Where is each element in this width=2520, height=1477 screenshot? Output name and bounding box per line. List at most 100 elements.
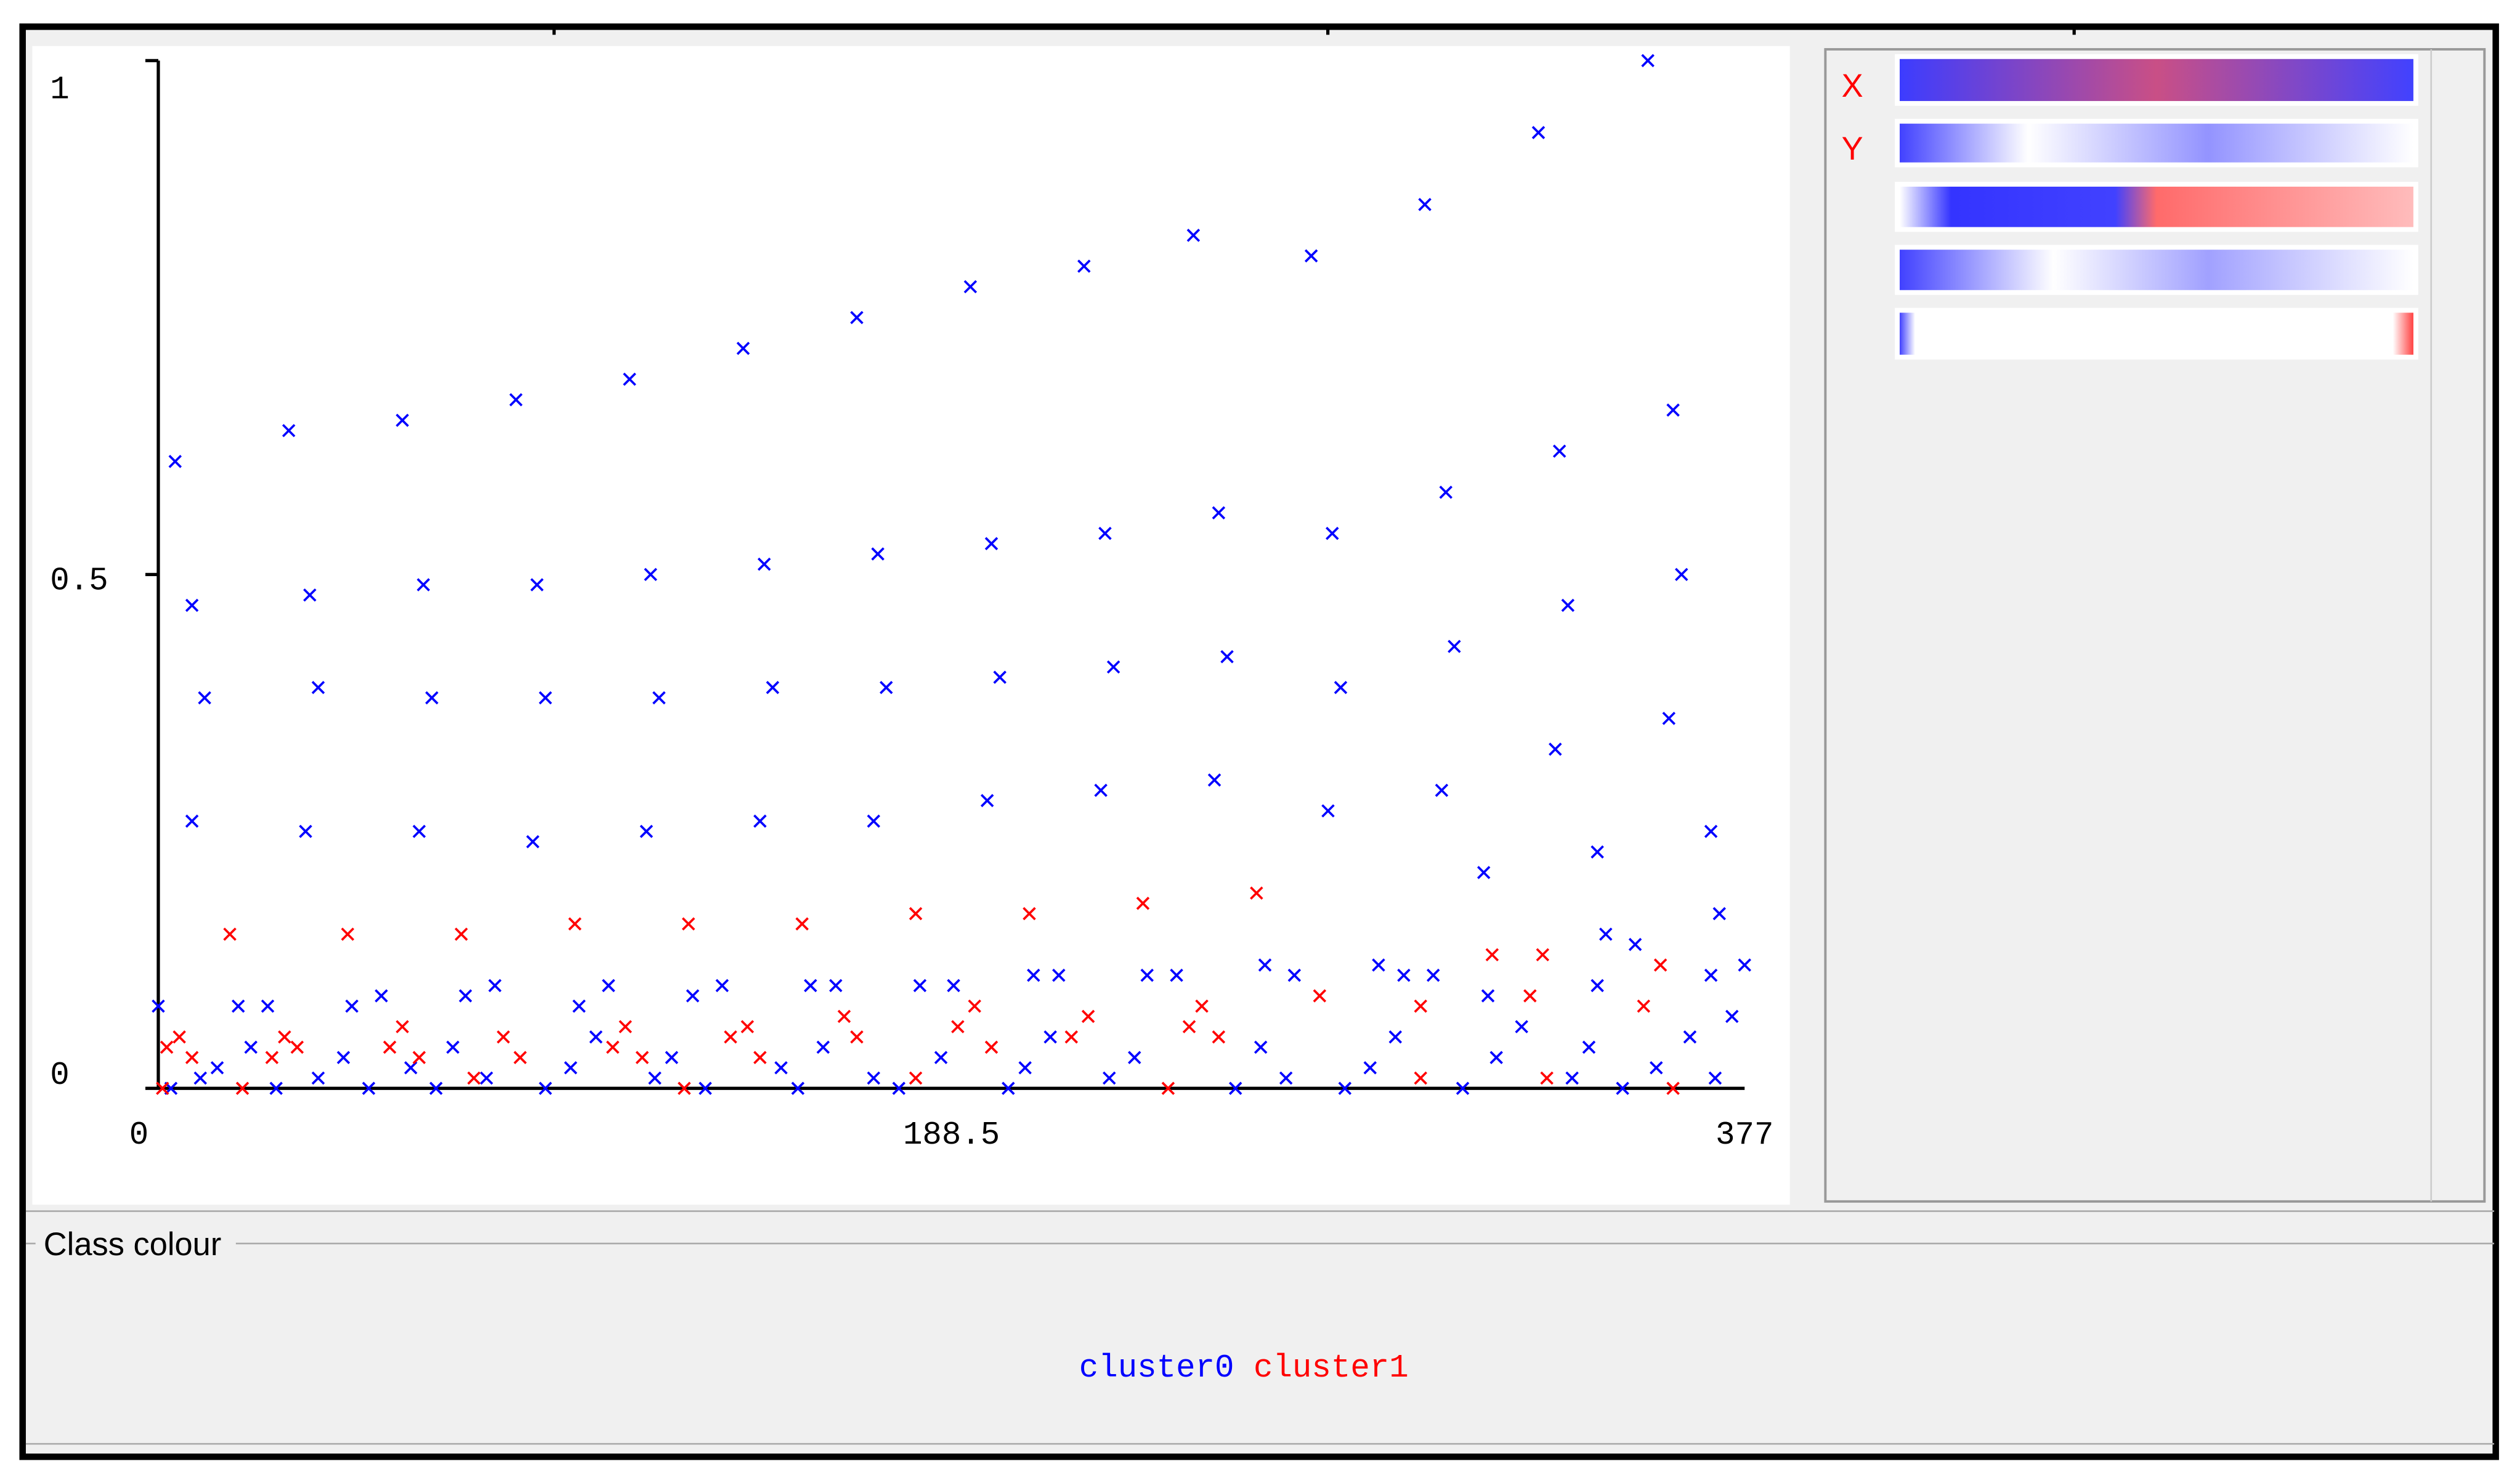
point: [951, 1020, 965, 1033]
point: [1477, 866, 1491, 879]
point: [412, 824, 426, 839]
point: [261, 999, 275, 1013]
point: [290, 1040, 304, 1054]
point: [606, 1040, 620, 1054]
legend-title: Class colour: [44, 1227, 222, 1263]
point: [1683, 1030, 1697, 1044]
point: [1738, 958, 1751, 972]
point: [1182, 1020, 1196, 1033]
point: [1212, 1030, 1226, 1044]
point: [1641, 54, 1655, 68]
y-tick-label: 0.5: [50, 563, 108, 600]
point: [984, 1040, 999, 1054]
point: [412, 1051, 426, 1064]
point: [1098, 526, 1112, 540]
point: [172, 1030, 186, 1044]
point: [1708, 1071, 1722, 1085]
point: [963, 280, 978, 294]
point: [362, 1081, 376, 1095]
point: [404, 1061, 418, 1075]
point: [336, 1051, 350, 1064]
point: [1136, 897, 1150, 910]
point: [1725, 1009, 1739, 1023]
point: [1372, 958, 1385, 972]
attribute-strip-fill: [1899, 186, 2413, 227]
point: [1388, 1030, 1403, 1044]
point: [1590, 845, 1604, 859]
point: [644, 568, 657, 582]
point: [934, 1051, 948, 1064]
plot-panel: [32, 46, 1790, 1205]
point: [757, 557, 771, 571]
point: [1414, 1071, 1427, 1085]
point: [341, 927, 355, 941]
point: [804, 979, 817, 993]
point: [829, 979, 843, 993]
point: [278, 1030, 291, 1044]
point: [736, 341, 750, 356]
point: [892, 1081, 905, 1095]
point: [1207, 773, 1222, 787]
point: [1128, 1051, 1141, 1064]
point: [185, 598, 199, 612]
point: [968, 999, 981, 1013]
point: [1666, 403, 1680, 417]
point: [156, 1081, 169, 1095]
point: [1334, 681, 1348, 694]
point: [303, 588, 317, 602]
attribute-panel: [1824, 48, 2486, 1203]
point: [185, 1051, 199, 1064]
point: [1448, 640, 1461, 653]
point: [345, 999, 359, 1013]
y-tick-label: 0: [50, 1057, 69, 1094]
point: [1675, 568, 1688, 582]
point: [1064, 1030, 1079, 1044]
point: [1481, 989, 1495, 1003]
point: [152, 999, 165, 1013]
point: [753, 1051, 767, 1064]
point: [1081, 1009, 1095, 1023]
point: [488, 979, 502, 993]
point: [416, 578, 431, 592]
point: [766, 681, 780, 694]
point: [795, 917, 809, 931]
point: [375, 989, 388, 1003]
point: [1439, 486, 1452, 499]
point: [1650, 1061, 1663, 1075]
point: [496, 1030, 510, 1044]
point: [724, 1030, 737, 1044]
point: [1161, 1081, 1175, 1095]
point: [1103, 1071, 1116, 1085]
point: [1258, 958, 1272, 972]
point: [530, 578, 544, 592]
legend-entry: cluster1: [1254, 1349, 1409, 1386]
point: [850, 311, 864, 325]
attribute-strip-fill: [1899, 312, 2413, 355]
point: [198, 691, 211, 705]
point: [1018, 1061, 1032, 1075]
point: [564, 1061, 578, 1075]
point: [538, 691, 553, 705]
point: [837, 1009, 851, 1023]
point: [1094, 783, 1108, 797]
point: [383, 1040, 397, 1054]
point: [993, 670, 1007, 684]
point: [455, 927, 468, 941]
attribute-strip-fill: [1899, 123, 2413, 163]
point: [446, 1040, 460, 1054]
point: [395, 413, 409, 427]
point: [1536, 948, 1550, 962]
point: [1414, 999, 1427, 1013]
point: [686, 989, 700, 1003]
point: [1140, 969, 1154, 982]
point: [1027, 969, 1040, 982]
point: [1170, 969, 1183, 982]
point: [1540, 1071, 1554, 1085]
y-tick-label: 1: [50, 71, 69, 108]
point: [871, 547, 885, 561]
point: [1637, 999, 1651, 1013]
point: [623, 372, 636, 386]
point: [1313, 989, 1327, 1003]
